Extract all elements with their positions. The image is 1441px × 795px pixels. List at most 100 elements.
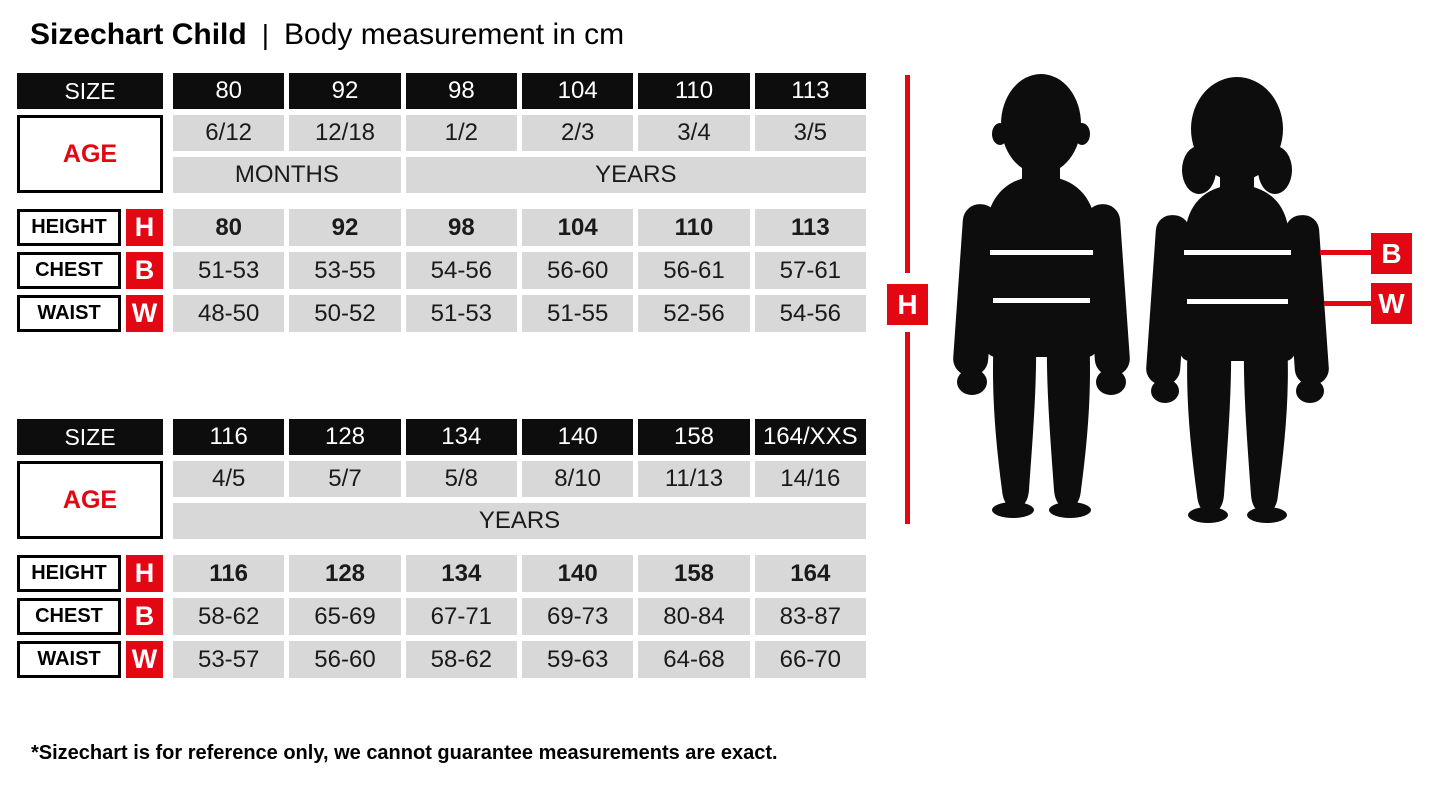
boy-silhouette [953, 74, 1130, 518]
cell-columns-5: 164/XXS [754, 419, 866, 455]
cell-chest-2: 54-56 [405, 252, 517, 289]
cell-columns-0: 80 [173, 73, 285, 109]
cell-age-5: 3/5 [754, 115, 866, 151]
height-badge: H [126, 209, 163, 246]
height-measure-line-bottom [905, 332, 910, 524]
cell-age-0: 4/5 [173, 461, 285, 497]
cell-height-0: 116 [173, 555, 285, 592]
page-title-main: Sizechart Child [30, 18, 247, 51]
height-row-header: HEIGHT H [17, 209, 163, 246]
cell-columns-1: 92 [289, 73, 401, 109]
cell-chest-5: 83-87 [754, 598, 866, 635]
chest-badge: B [126, 252, 163, 289]
waist-badge: W [126, 295, 163, 332]
height-label: HEIGHT [17, 209, 121, 246]
cell-age-1: 5/7 [289, 461, 401, 497]
girl-silhouette [1146, 77, 1329, 523]
cell-chest-4: 80-84 [638, 598, 750, 635]
age-row-header: AGE [17, 461, 163, 539]
chest-label: CHEST [17, 252, 121, 289]
waist-label: WAIST [17, 641, 121, 678]
title-separator: | [261, 19, 269, 50]
cell-age-3: 8/10 [522, 461, 634, 497]
cell-columns-3: 140 [522, 419, 634, 455]
cell-height-5: 113 [754, 209, 866, 246]
cell-chest-2: 67-71 [405, 598, 517, 635]
cell-columns-5: 113 [754, 73, 866, 109]
cell-height-1: 128 [289, 555, 401, 592]
waist-row-header: WAIST W [17, 641, 163, 678]
boy-waist-line [993, 298, 1090, 303]
waist-badge: W [126, 641, 163, 678]
cell-height-3: 140 [522, 555, 634, 592]
girl-chest-line [1184, 250, 1291, 255]
cell-columns-2: 98 [405, 73, 517, 109]
cell-age-unit-1: YEARS [405, 157, 866, 193]
waist-figure-badge: W [1371, 283, 1412, 324]
chest-label: CHEST [17, 598, 121, 635]
cell-age-5: 14/16 [754, 461, 866, 497]
cell-waist-0: 53-57 [173, 641, 285, 678]
cell-age-2: 1/2 [405, 115, 517, 151]
cell-waist-1: 50-52 [289, 295, 401, 332]
cell-age-4: 3/4 [638, 115, 750, 151]
cell-columns-4: 110 [638, 73, 750, 109]
chest-figure-badge: B [1371, 233, 1412, 274]
footnote: *Sizechart is for reference only, we can… [31, 742, 778, 764]
cell-height-4: 158 [638, 555, 750, 592]
page-title-sub: Body measurement in cm [284, 18, 625, 51]
size-row-header: SIZE [17, 73, 163, 109]
chest-row-header: CHEST B [17, 598, 163, 635]
height-measure-line-top [905, 75, 910, 273]
cell-age-4: 11/13 [638, 461, 750, 497]
cell-waist-0: 48-50 [173, 295, 285, 332]
girl-head [1191, 77, 1283, 181]
cell-height-1: 92 [289, 209, 401, 246]
cell-waist-5: 66-70 [754, 641, 866, 678]
cell-height-2: 98 [405, 209, 517, 246]
cell-columns-1: 128 [289, 419, 401, 455]
cell-columns-2: 134 [405, 419, 517, 455]
cell-waist-3: 51-55 [522, 295, 634, 332]
cell-height-0: 80 [173, 209, 285, 246]
height-figure-badge: H [887, 284, 928, 325]
cell-age-3: 2/3 [522, 115, 634, 151]
cell-height-2: 134 [405, 555, 517, 592]
cell-height-3: 104 [522, 209, 634, 246]
chest-row-header: CHEST B [17, 252, 163, 289]
size-table-small: SIZE AGE HEIGHT H CHEST B WAIST W 80 92 98… [17, 73, 866, 332]
cell-waist-4: 64-68 [638, 641, 750, 678]
cell-waist-2: 58-62 [405, 641, 517, 678]
cell-waist-2: 51-53 [405, 295, 517, 332]
page-title: Sizechart Child | Body measurement in cm [30, 18, 624, 52]
height-row-header: HEIGHT H [17, 555, 163, 592]
cell-chest-3: 56-60 [522, 252, 634, 289]
girl-waist-line [1187, 299, 1288, 304]
cell-waist-1: 56-60 [289, 641, 401, 678]
cell-chest-0: 58-62 [173, 598, 285, 635]
cell-age-unit-0: MONTHS [173, 157, 401, 193]
cell-waist-5: 54-56 [754, 295, 866, 332]
cell-chest-4: 56-61 [638, 252, 750, 289]
chest-badge: B [126, 598, 163, 635]
cell-chest-3: 69-73 [522, 598, 634, 635]
waist-label: WAIST [17, 295, 121, 332]
cell-columns-3: 104 [522, 73, 634, 109]
cell-chest-1: 65-69 [289, 598, 401, 635]
cell-chest-0: 51-53 [173, 252, 285, 289]
cell-chest-1: 53-55 [289, 252, 401, 289]
cell-age-2: 5/8 [405, 461, 517, 497]
height-label: HEIGHT [17, 555, 121, 592]
cell-waist-3: 59-63 [522, 641, 634, 678]
cell-columns-4: 158 [638, 419, 750, 455]
size-table-large: SIZE AGE HEIGHT H CHEST B WAIST W 116 128… [17, 419, 866, 678]
boy-head [1001, 74, 1081, 174]
cell-age-0: 6/12 [173, 115, 285, 151]
cell-columns-0: 116 [173, 419, 285, 455]
boy-chest-line [990, 250, 1093, 255]
cell-waist-4: 52-56 [638, 295, 750, 332]
waist-callout-line [1324, 301, 1371, 306]
cell-chest-5: 57-61 [754, 252, 866, 289]
size-row-header: SIZE [17, 419, 163, 455]
